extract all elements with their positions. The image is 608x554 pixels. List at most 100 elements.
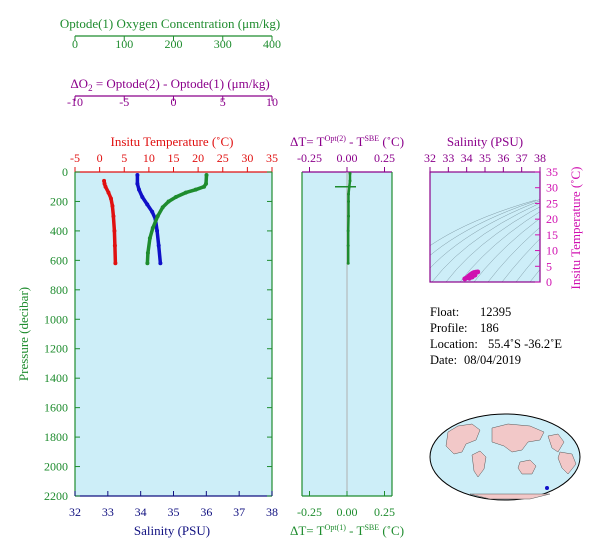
density-contour-line: [529, 268, 540, 282]
series-point-salinity: [145, 202, 150, 207]
delta-o2-axis-label: ΔO2 = Optode(2) - Optode(1) (μm/kg): [70, 76, 269, 93]
temperature-tick-label: 5: [121, 151, 127, 165]
ts-temp-tick-label: 15: [546, 228, 558, 242]
delta-t-top-label: ΔT= TOpt(2) - TSBE (˚C): [290, 134, 404, 149]
series-point-temperature: [110, 203, 115, 208]
temperature-tick-label: 25: [217, 151, 229, 165]
series-point-salinity: [135, 172, 140, 177]
density-contour-line: [487, 227, 540, 282]
temperature-tick-label: 20: [192, 151, 204, 165]
location-label: Location:: [430, 337, 478, 351]
pressure-tick-label: 400: [50, 224, 68, 238]
ts-temp-tick-label: 0: [546, 275, 552, 289]
series-point-oxygen: [160, 205, 165, 210]
ts-temp-tick-label: 20: [546, 212, 558, 226]
temperature-ticks: -5 0 5 10 15 20 25 30 35: [70, 151, 278, 172]
oxygen-axis: Optode(1) Oxygen Concentration (μm/kg) 0…: [60, 16, 281, 51]
series-point-salinity: [150, 209, 155, 214]
ts-salinity-tick-label: 38: [534, 151, 546, 165]
pressure-tick-label: 1800: [44, 430, 68, 444]
ts-temperature-label: Insitu Temperature (˚C): [568, 166, 583, 289]
series-point-oxygen: [166, 199, 171, 204]
salinity-tick-label: 32: [69, 505, 81, 519]
temperature-tick-label: 35: [266, 151, 278, 165]
ts-temp-tick-label: 30: [546, 181, 558, 195]
temperature-axis-label: Insitu Temperature (˚C): [110, 134, 233, 149]
delta-o2-axis: ΔO2 = Optode(2) - Optode(1) (μm/kg) -10 -…: [67, 76, 278, 109]
density-contour-line: [459, 211, 540, 282]
delta-o2-tick-label: -10: [67, 95, 83, 109]
density-contour-line: [558, 176, 608, 282]
delta-o2-tick-label: 10: [266, 95, 278, 109]
density-contour-line: [501, 238, 540, 282]
series-point-dT_bottom: [346, 244, 350, 248]
pressure-tick-label: 1400: [44, 371, 68, 385]
temperature-tick-label: 10: [143, 151, 155, 165]
series-point-salinity: [137, 187, 142, 192]
density-contour-line: [431, 202, 540, 282]
series-point-dT_bottom: [347, 214, 350, 218]
density-contours: [430, 176, 608, 282]
ts-salinity-tick-label: 33: [442, 151, 454, 165]
series-point-dT_bottom: [346, 229, 350, 233]
pressure-tick-label: 1600: [44, 401, 68, 415]
series-point-temperature: [102, 178, 107, 183]
world-map: [429, 413, 581, 501]
series-point-dT_bottom: [347, 199, 350, 203]
ts-temp-tick-label: 35: [546, 165, 558, 179]
oxygen-tick-label: 200: [165, 37, 183, 51]
temperature-tick-label: 15: [168, 151, 180, 165]
pressure-axis-label: Pressure (decibar): [16, 287, 31, 381]
density-contour-line: [430, 199, 537, 246]
series-point-temperature: [106, 190, 111, 195]
delta-o2-tick-label: 5: [220, 95, 226, 109]
main-series: [102, 172, 209, 266]
date-label: Date:: [430, 353, 458, 367]
ts-salinity-tick-label: 32: [424, 151, 436, 165]
pressure-tick-label: 200: [50, 194, 68, 208]
series-point-salinity: [155, 228, 160, 233]
series-point-oxygen: [204, 181, 209, 186]
series-point-dT_bottom: [348, 171, 352, 175]
salinity-tick-label: 36: [200, 505, 212, 519]
series-point-dT_bottom: [347, 192, 350, 196]
delta-t-top-tick-label: 0.00: [337, 151, 358, 165]
date-value: 08/04/2019: [464, 353, 521, 367]
temperature-tick-label: 0: [97, 151, 103, 165]
temperature-tick-label: 30: [241, 151, 253, 165]
salinity-tick-label: 33: [102, 505, 114, 519]
profile-label: Profile:: [430, 321, 468, 335]
delta-o2-tick-label: -5: [119, 95, 129, 109]
oxygen-tick-label: 300: [214, 37, 232, 51]
delta-t-top-ticks: -0.25 0.00 0.25: [297, 151, 395, 172]
salinity-axis-label: Salinity (PSU): [134, 523, 210, 538]
float-label: Float:: [430, 305, 460, 319]
ts-salinity-tick-label: 37: [516, 151, 528, 165]
main-plot-area: [75, 172, 272, 496]
pressure-tick-label: 1200: [44, 342, 68, 356]
series-point-temperature: [103, 184, 108, 189]
delta-t-top-tick-label: -0.25: [297, 151, 322, 165]
series-point-oxygen: [193, 187, 198, 192]
float-value: 12395: [480, 305, 512, 319]
series-point-oxygen: [145, 251, 150, 255]
ts-point: [466, 275, 472, 281]
density-contour-line: [430, 200, 540, 269]
profile-value: 186: [480, 321, 499, 335]
series-point-oxygen: [155, 214, 160, 219]
series-point-temperature: [108, 196, 113, 201]
ts-salinity-tick-label: 35: [479, 151, 491, 165]
series-point-oxygen: [173, 195, 178, 200]
density-contour-line: [445, 206, 540, 282]
pressure-ticks: 0 200 400 600 800 1000 1200 1400 1600 1800 2000 220…: [44, 165, 392, 503]
series-point-oxygen: [145, 261, 150, 266]
float-info: Float: 12395 Profile: 186 Location: 55.4˚S …: [430, 304, 562, 368]
delta-t-bottom-label: ΔT= TOpt(1) - TSBE (˚C): [290, 523, 404, 538]
delta-t-bottom-tick-label: 0.25: [374, 505, 395, 519]
series-point-oxygen: [202, 184, 207, 189]
ts-temp-tick-label: 25: [546, 196, 558, 210]
series-point-oxygen: [183, 190, 188, 195]
series-point-temperature: [112, 243, 117, 248]
